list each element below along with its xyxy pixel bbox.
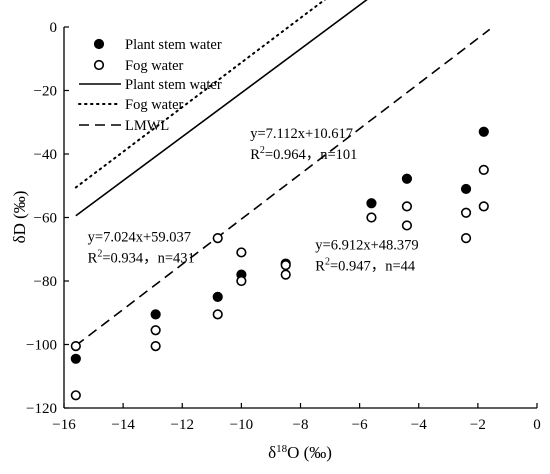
regression-line-fog-water <box>74 0 326 189</box>
regression-line-plant-stem-water <box>75 0 368 217</box>
x-tick-label: −2 <box>470 417 486 433</box>
y-tick-label: 0 <box>50 20 58 36</box>
fog-water-point <box>401 220 413 231</box>
plant-stem-water-point <box>478 126 489 137</box>
fog-water-point <box>280 260 291 271</box>
axis-ticks: −16 −14 −12 −10 −8 −6 −4 −2 00−20−40−60−80−100−1… <box>26 20 541 433</box>
r-squared-text: R2=0.934，n=431 <box>88 248 195 266</box>
x-tick-label: 0 <box>533 417 541 433</box>
fog-water-point <box>212 233 223 244</box>
x-tick-label: −8 <box>293 417 309 433</box>
legend-marker <box>93 38 105 50</box>
y-tick-label: −60 <box>34 211 57 227</box>
fog-water-point <box>212 309 223 320</box>
legend-label: Fog water <box>125 97 184 113</box>
fog-water-point <box>460 207 472 218</box>
fog-water-point <box>366 212 377 223</box>
fog-water-point <box>150 325 161 336</box>
legend-marker <box>93 59 105 71</box>
plant-stem-water-point <box>366 198 377 209</box>
legend-label: Fog water <box>125 58 184 74</box>
y-tick-label: −100 <box>26 338 57 354</box>
plant-stem-water-point <box>212 291 223 302</box>
fog-water-point <box>236 247 247 258</box>
r-squared-text: R2=0.947，n=44 <box>315 256 416 274</box>
data-points <box>70 126 489 401</box>
y-axis-title: δD (‰) <box>10 191 29 244</box>
y-tick-label: −20 <box>34 84 57 100</box>
regression-lines <box>74 0 491 347</box>
equation-annotations: y=7.112x+10.617 R2=0.964，n=101 y=7.024x+59… <box>88 126 419 274</box>
x-tick-label: −14 <box>111 417 135 433</box>
x-tick-label: −12 <box>171 417 194 433</box>
plant-stem-water-point <box>401 173 413 184</box>
fog-water-point <box>478 164 489 175</box>
x-tick-label: −10 <box>230 417 253 433</box>
y-tick-label: −80 <box>34 274 57 290</box>
fog-water-point <box>401 201 413 212</box>
y-tick-label: −120 <box>26 401 57 417</box>
x-tick-label: −16 <box>52 417 76 433</box>
x-axis-title: δ18O (‰) <box>268 443 332 462</box>
plant-stem-water-point <box>70 353 81 364</box>
fog-water-point <box>280 269 291 280</box>
plant-stem-water-point <box>150 309 161 320</box>
y-tick-label: −40 <box>34 147 57 163</box>
regression-line-lmwl <box>75 28 491 347</box>
fog-water-point <box>478 201 489 212</box>
equation-text: y=7.024x+59.037 <box>88 229 191 245</box>
fog-water-point <box>150 340 161 352</box>
fog-water-point <box>70 390 81 401</box>
fog-water-point <box>460 233 472 244</box>
fog-water-point <box>70 340 81 352</box>
fog-water-point <box>236 275 247 287</box>
legend-label: LMWL <box>125 118 169 134</box>
equation-text: y=7.112x+10.617 <box>250 126 353 142</box>
x-tick-label: −4 <box>411 417 427 433</box>
plant-stem-water-point <box>460 183 472 195</box>
r-squared-text: R2=0.964，n=101 <box>250 145 357 163</box>
legend: Plant stem water Fog water Plant stem wate… <box>78 37 222 134</box>
legend-label: Plant stem water <box>125 37 222 53</box>
x-tick-label: −6 <box>352 417 368 433</box>
equation-text: y=6.912x+48.379 <box>315 237 418 253</box>
legend-label: Plant stem water <box>125 77 222 93</box>
